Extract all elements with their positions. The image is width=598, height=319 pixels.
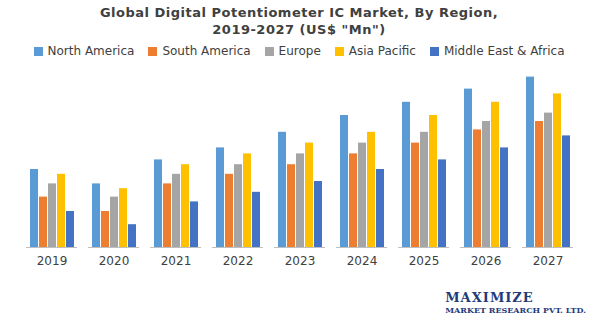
svg-text:2021: 2021: [161, 254, 192, 268]
svg-text:2026: 2026: [471, 254, 502, 268]
svg-text:2025: 2025: [409, 254, 440, 268]
svg-text:2019: 2019: [37, 254, 68, 268]
html-text:Asia Pacific: Asia Pacific: [348, 44, 416, 58]
html-text:Middle East & Africa: Middle East & Africa: [443, 44, 565, 58]
svg-text:2022: 2022: [223, 254, 254, 268]
svg-text:2024: 2024: [347, 254, 378, 268]
svg-text:2023: 2023: [285, 254, 316, 268]
html-text:MARKET RESEARCH PVT. LTD.: MARKET RESEARCH PVT. LTD.: [445, 305, 586, 315]
html-text:Europe: Europe: [278, 44, 321, 58]
svg-text:2027: 2027: [533, 254, 564, 268]
html-text:Global Digital Potentiometer I: Global Digital Potentiometer IC Market, …: [99, 5, 499, 37]
html-text:South America: South America: [162, 44, 251, 58]
html-text:North America: North America: [47, 44, 135, 58]
html-text:MAXIMIZE: MAXIMIZE: [445, 290, 534, 305]
svg-text:2020: 2020: [99, 254, 130, 268]
